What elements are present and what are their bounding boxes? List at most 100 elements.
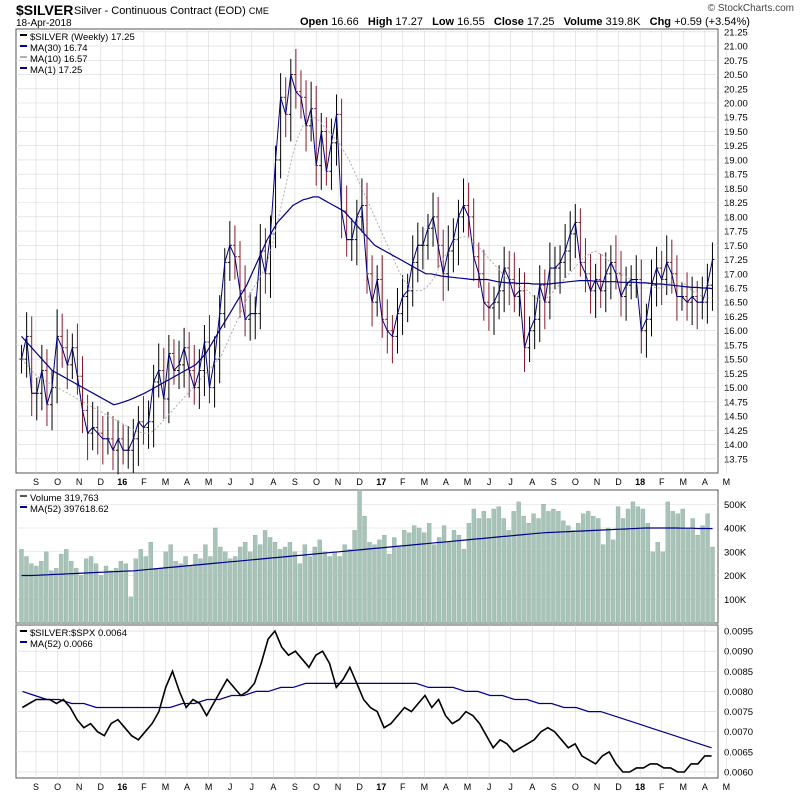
volume-bar [123,563,129,624]
ratio-x-label: F [659,782,665,792]
volume-bar [218,546,223,624]
open-label: Open [300,16,329,28]
volume-bar [322,551,327,624]
price-y-tick: 19.50 [724,127,748,138]
volume-bar [253,534,258,624]
volume-bar [347,549,352,624]
volume-bar [54,568,59,624]
volume-bar [108,570,114,624]
volume-bar [59,553,64,624]
volume-bar [491,508,496,624]
price-y-tick: 15.00 [724,383,748,394]
volume-bar [402,530,407,624]
volume-bar [238,546,243,624]
volume-bar [98,575,104,624]
price-y-tick: 15.50 [724,355,748,366]
volume-bar [382,534,387,624]
price-y-tick: 16.25 [724,312,748,323]
volume-bar [83,558,89,624]
price-y-tick: 19.25 [724,141,748,152]
volume-bar [39,561,44,624]
ratio-y-tick: 0.0065 [724,747,753,758]
volume-bar [645,523,651,624]
volume-bar [605,527,611,624]
price-x-label: 18 [635,477,645,487]
volume-bar [710,546,715,624]
volume-bar [610,539,616,624]
volume-bar [352,530,357,624]
volume-bar [466,523,472,624]
volume-bar [262,530,268,624]
volume-bar [392,537,397,624]
ratio-x-label: O [572,782,579,792]
volume-bar [531,513,536,624]
low-value: 16.55 [457,16,485,28]
volume-bar [168,544,173,624]
ratio-x-label: J [487,782,492,792]
volume-bar [357,489,362,624]
price-legend-entry: MA(10) 16.57 [30,54,88,65]
volume-bar [118,561,124,624]
volume-bar [506,530,511,624]
volume-bar [74,568,79,624]
volume-bar [332,551,337,624]
price-y-tick: 17.50 [724,241,748,252]
volume-bar [243,542,248,624]
volume-bar [203,544,208,624]
ratio-x-label: M [464,782,472,792]
volume-bar [551,508,556,624]
stockcharts-credit[interactable]: © StockCharts.com [707,3,794,14]
price-ma10-line [21,116,713,434]
volume-bar [521,515,526,624]
price-x-label: N [594,477,601,487]
volume-ma52-line [21,527,713,577]
volume-bar [690,518,695,624]
volume-bar [397,546,402,624]
volume-bar [541,504,546,624]
volume-bar [287,542,293,624]
volume-bar [272,542,278,624]
volume-bar [635,506,641,624]
volume-bar [526,523,531,624]
price-x-label: S [292,477,298,487]
price-x-label: O [54,477,61,487]
volume-bar [367,542,372,624]
volume-bar [620,518,626,624]
volume-legend-entry: Volume 319,763 [30,493,99,504]
volume-bar [476,518,481,624]
volume-bar [188,565,193,624]
volume-bar [267,537,273,624]
price-x-label: J [487,477,492,487]
price-x-label: F [659,477,665,487]
price-x-label: O [313,477,320,487]
volume-bar [277,549,283,624]
volume-bar [501,518,506,624]
price-y-tick: 18.50 [724,184,748,195]
volume-bar [372,544,377,624]
price-y-tick: 20.25 [724,84,748,95]
price-x-label: S [33,477,39,487]
volume-y-tick: 500K [724,500,747,511]
volume-bar [601,544,606,624]
volume-y-tick: 100K [724,595,747,606]
volume-bar [695,534,700,624]
open-value: 16.66 [331,16,359,28]
price-y-tick: 20.00 [724,99,748,110]
high-label: High [367,16,393,28]
volume-bar [257,544,263,624]
ratio-x-label: A [184,782,190,792]
price-y-tick: 17.00 [724,269,748,280]
price-x-label: J [508,477,513,487]
ratio-x-label: A [270,782,276,792]
ratio-x-label: S [551,782,557,792]
volume-legend-entry: MA(52) 397618.62 [30,504,109,515]
price-ma1-line [21,74,713,452]
ratio-x-label: J [250,782,255,792]
volume-bar [461,549,467,624]
volume-bar [69,561,74,624]
chart-date: 18-Apr-2018 [16,18,72,29]
volume-bar [431,544,437,624]
volume-bar [64,549,69,624]
price-x-label: A [529,477,535,487]
